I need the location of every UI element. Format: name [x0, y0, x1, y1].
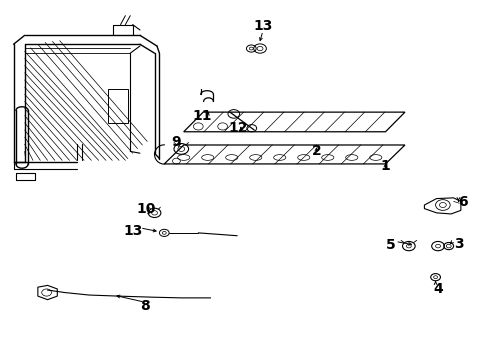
Text: 9: 9 [171, 135, 181, 149]
Text: 13: 13 [253, 19, 272, 33]
Text: 10: 10 [136, 202, 156, 216]
Text: 1: 1 [380, 159, 389, 174]
Text: 13: 13 [122, 224, 142, 238]
Text: 2: 2 [311, 144, 321, 158]
Text: 4: 4 [432, 282, 442, 296]
Text: 11: 11 [192, 109, 211, 123]
Text: 5: 5 [385, 238, 394, 252]
Text: 3: 3 [453, 237, 462, 251]
Text: 6: 6 [458, 195, 467, 209]
Text: 12: 12 [228, 121, 248, 135]
Text: 8: 8 [140, 299, 149, 313]
